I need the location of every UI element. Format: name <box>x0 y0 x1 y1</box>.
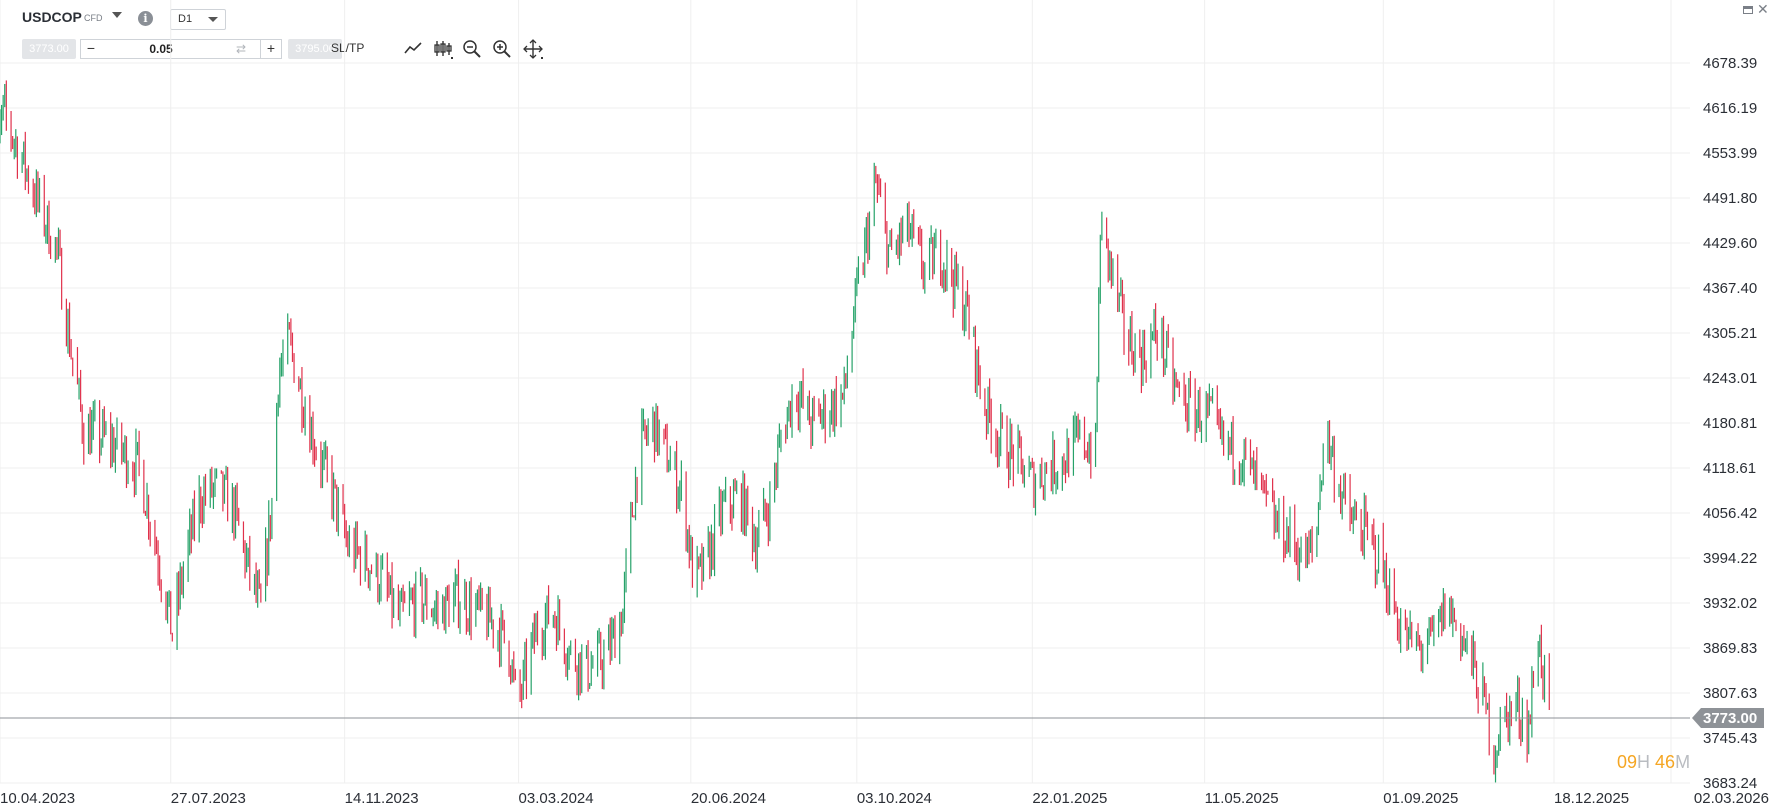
minimize-icon[interactable] <box>1743 6 1753 14</box>
x-tick-label: 22.01.2025 <box>1032 790 1107 807</box>
quantity-input[interactable]: 0.05 <box>149 42 173 56</box>
x-tick-label: 18.12.2025 <box>1554 790 1629 807</box>
chart-grid <box>0 0 1690 784</box>
timeframe-select[interactable]: D1 <box>170 9 226 30</box>
y-tick-label: 4367.40 <box>1703 280 1757 297</box>
y-tick-label: 4678.39 <box>1703 55 1757 72</box>
bar-chart-type-icon[interactable] <box>432 38 454 60</box>
y-tick-label: 3745.43 <box>1703 730 1757 747</box>
countdown-hours: 09 <box>1617 752 1638 772</box>
y-tick-label: 4180.81 <box>1703 415 1757 432</box>
y-tick-label: 3932.02 <box>1703 595 1757 612</box>
y-axis-labels: 4678.39 4616.19 4553.99 4491.80 4429.60 4367.… <box>1703 55 1757 792</box>
x-tick-label: 14.11.2023 <box>345 790 419 807</box>
symbol-dropdown-icon[interactable] <box>112 12 122 18</box>
top-bar: USDCOP CFD i D1 ✕ <box>0 0 1771 34</box>
zoom-in-icon[interactable] <box>491 38 513 60</box>
ohlc-bars <box>0 80 1550 783</box>
y-tick-label: 4243.01 <box>1703 370 1757 387</box>
quantity-increase-button[interactable]: + <box>260 40 281 58</box>
line-chart-icon[interactable] <box>402 38 424 60</box>
x-axis-labels: 10.04.2023 27.07.2023 14.11.2023 03.03.2024… <box>0 790 1769 807</box>
x-tick-label: 11.05.2025 <box>1205 790 1279 807</box>
y-tick-label: 3807.63 <box>1703 685 1757 702</box>
timeframe-value: D1 <box>178 13 193 25</box>
candle-countdown: 09H 46M <box>1617 752 1690 773</box>
x-tick-label: 10.04.2023 <box>0 790 75 807</box>
x-tick-label: 02.03.2026 <box>1694 790 1769 807</box>
y-tick-label: 4553.99 <box>1703 145 1757 162</box>
y-tick-label: 4056.42 <box>1703 505 1757 522</box>
info-icon[interactable]: i <box>138 11 153 26</box>
x-tick-label: 03.10.2024 <box>857 790 932 807</box>
last-price-tag <box>1692 708 1764 729</box>
y-tick-label: 3994.22 <box>1703 550 1757 567</box>
swap-icon[interactable]: ⇄ <box>236 42 247 56</box>
quantity-decrease-button[interactable]: − <box>86 40 96 56</box>
countdown-hours-unit: H <box>1637 752 1651 772</box>
last-price-label: 3773.00 <box>1703 710 1757 727</box>
sltp-button[interactable]: SL/TP <box>331 41 365 55</box>
sell-price-button[interactable]: 3773.00 <box>22 39 76 59</box>
symbol-type-badge: CFD <box>84 13 103 23</box>
countdown-minutes-unit: M <box>1675 752 1691 772</box>
y-tick-label: 4616.19 <box>1703 100 1757 117</box>
x-tick-label: 03.03.2024 <box>519 790 594 807</box>
y-tick-label: 3683.24 <box>1703 775 1757 792</box>
y-tick-label: 4491.80 <box>1703 190 1757 207</box>
zoom-out-icon[interactable] <box>461 38 483 60</box>
y-tick-label: 4429.60 <box>1703 235 1757 252</box>
quantity-stepper: − 0.05 ⇄ + <box>80 39 282 59</box>
last-price-line: 3773.00 <box>0 708 1764 729</box>
x-tick-label: 01.09.2025 <box>1383 790 1458 807</box>
chevron-down-icon <box>208 17 218 22</box>
y-tick-label: 3869.83 <box>1703 640 1757 657</box>
x-tick-label: 20.06.2024 <box>691 790 766 807</box>
y-tick-label: 4118.61 <box>1703 460 1756 477</box>
countdown-minutes: 46 <box>1655 752 1676 772</box>
crosshair-move-icon[interactable] <box>522 38 544 60</box>
y-tick-label: 4305.21 <box>1703 325 1757 342</box>
x-tick-label: 27.07.2023 <box>171 790 246 807</box>
buy-price-button[interactable]: 3795.00 <box>288 39 342 59</box>
close-icon[interactable]: ✕ <box>1757 1 1769 17</box>
symbol-name[interactable]: USDCOP <box>22 9 82 25</box>
